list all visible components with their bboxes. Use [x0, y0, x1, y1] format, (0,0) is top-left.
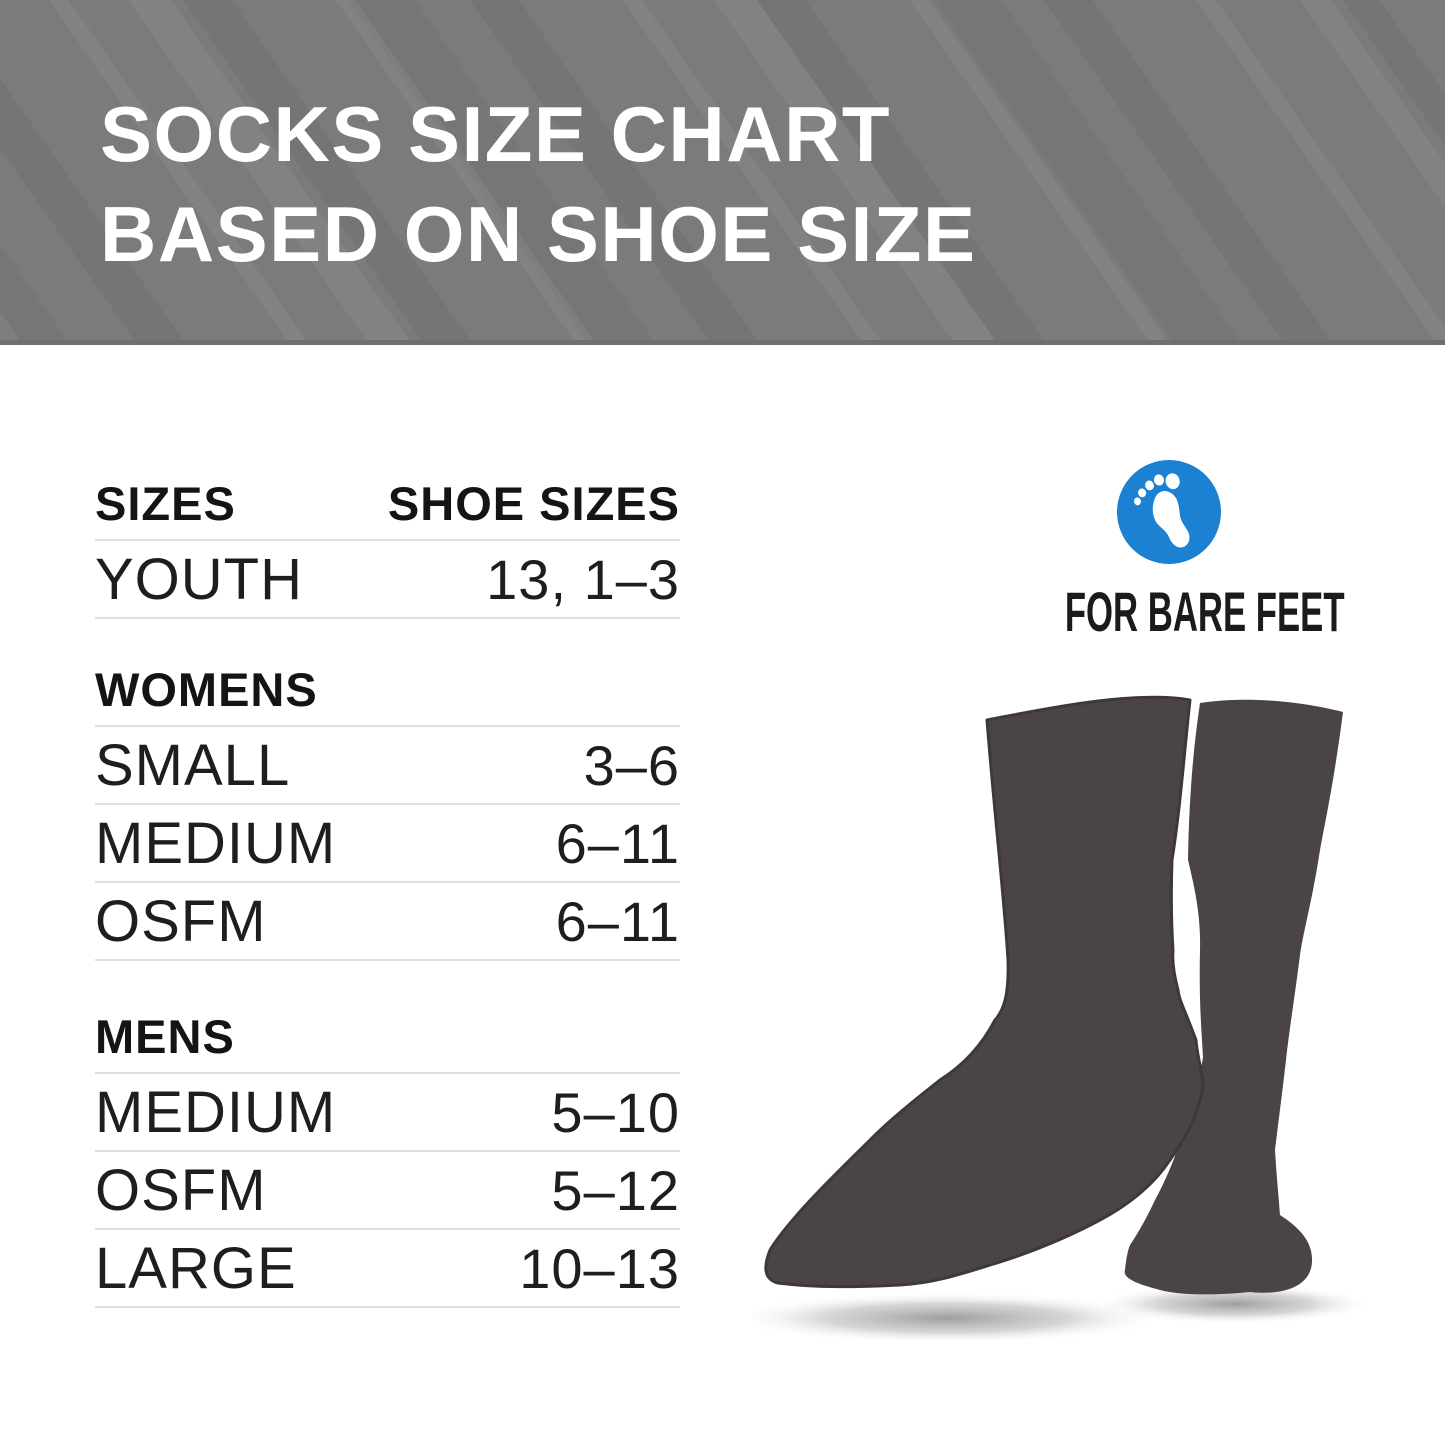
table-section-mens: MENS: [95, 1000, 680, 1074]
table-row-womens-osfm: OSFM 6–11: [95, 883, 680, 961]
row-value: 10–13: [519, 1236, 680, 1300]
row-value: 13, 1–3: [486, 547, 680, 611]
section-header: WOMENS: [95, 662, 318, 716]
section-gap: [95, 961, 680, 1000]
title-line-1: SOCKS SIZE CHART: [100, 90, 892, 178]
header-banner: SOCKS SIZE CHART BASED ON SHOE SIZE: [0, 0, 1445, 345]
row-value: 5–10: [551, 1080, 680, 1144]
section-gap: [95, 619, 680, 653]
table-row-mens-large: LARGE 10–13: [95, 1230, 680, 1308]
row-value: 6–11: [555, 889, 680, 953]
page-title: SOCKS SIZE CHART BASED ON SHOE SIZE: [100, 84, 976, 284]
row-label: OSFM: [95, 1157, 267, 1223]
table-row-mens-osfm: OSFM 5–12: [95, 1152, 680, 1230]
footprint-icon: [1117, 460, 1221, 564]
left-sock-shadow: [729, 1292, 1165, 1344]
title-line-2: BASED ON SHOE SIZE: [100, 190, 977, 278]
row-label: LARGE: [95, 1235, 297, 1301]
table-section-womens: WOMENS: [95, 653, 680, 727]
column-header-sizes: SIZES: [95, 477, 236, 530]
left-sock: [764, 695, 1205, 1289]
row-label: MEDIUM: [95, 1079, 337, 1145]
row-value: 3–6: [583, 733, 680, 797]
table-row-womens-medium: MEDIUM 6–11: [95, 805, 680, 883]
row-value: 6–11: [555, 811, 680, 875]
socks-illustration: [729, 670, 1377, 1370]
section-header: MENS: [95, 1009, 235, 1063]
brand-logo: FOR BARE FEET: [1001, 460, 1345, 644]
row-label: SMALL: [95, 732, 291, 798]
row-value: 5–12: [551, 1158, 680, 1222]
table-row-mens-medium: MEDIUM 5–10: [95, 1074, 680, 1152]
table-row-youth: YOUTH 13, 1–3: [95, 541, 680, 619]
row-label: MEDIUM: [95, 810, 337, 876]
column-header-shoe-sizes: SHOE SIZES: [387, 477, 680, 530]
right-sock-shadow: [1094, 1284, 1374, 1324]
brand-name: FOR BARE FEET: [1064, 580, 1345, 643]
row-label: YOUTH: [95, 546, 303, 612]
table-row-womens-small: SMALL 3–6: [95, 727, 680, 805]
row-label: OSFM: [95, 888, 267, 954]
size-table: SIZES SHOE SIZES YOUTH 13, 1–3 WOMENS SM…: [95, 468, 680, 1308]
table-header-row: SIZES SHOE SIZES: [95, 468, 680, 541]
